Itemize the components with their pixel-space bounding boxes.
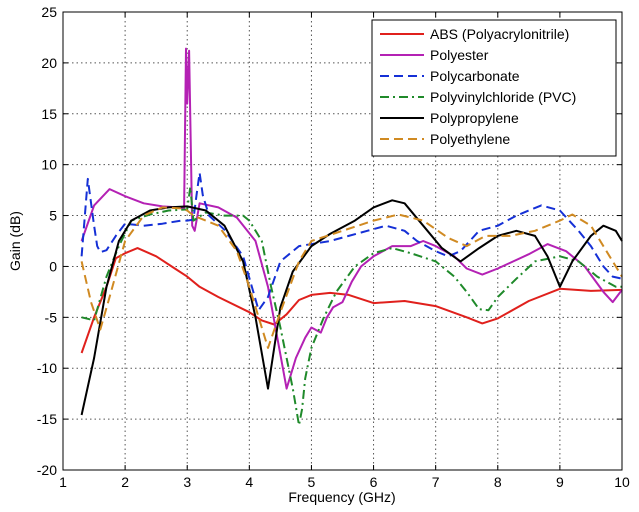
- y-tick-label: -20: [37, 462, 57, 478]
- grid: [63, 12, 622, 470]
- series-line-0: [80, 247, 623, 354]
- legend-label-5: Polyethylene: [430, 131, 510, 147]
- y-tick-label: 10: [41, 157, 57, 173]
- x-tick-label: 4: [245, 474, 253, 490]
- x-tick-label: 8: [494, 474, 502, 490]
- legend-label-3: Polyvinylchloride (PVC): [430, 89, 576, 105]
- ticks: 1 2 3 4 5 6 7 8 9 10 -20 -15 -10 -5 0 5 10 15 20 25: [37, 4, 630, 490]
- y-tick-label: -10: [37, 360, 57, 376]
- legend-box: [371, 19, 617, 157]
- series-layer: [80, 47, 623, 427]
- series-line-1: [80, 47, 623, 390]
- y-tick-label: 15: [41, 106, 57, 122]
- x-tick-label: 9: [556, 474, 564, 490]
- legend-label-0: ABS (Polyacrylonitrile): [430, 26, 569, 42]
- series-line-5: [80, 206, 623, 349]
- x-tick-label: 6: [370, 474, 378, 490]
- legend-label-4: Polypropylene: [430, 110, 519, 126]
- x-tick-label: 2: [121, 474, 129, 490]
- x-tick-label: 5: [308, 474, 316, 490]
- x-tick-label: 7: [432, 474, 440, 490]
- y-tick-label: 25: [41, 4, 57, 20]
- y-tick-label: 20: [41, 55, 57, 71]
- x-tick-label: 3: [183, 474, 191, 490]
- plot-frame: [62, 11, 623, 471]
- legend: ABS (Polyacrylonitrile) Polyester Polycarb…: [371, 19, 617, 157]
- y-tick-label: 5: [49, 208, 57, 224]
- x-axis-label: Frequency (GHz): [288, 489, 395, 505]
- y-tick-label: -5: [45, 309, 58, 325]
- legend-label-1: Polyester: [430, 47, 489, 63]
- x-tick-label: 10: [614, 474, 630, 490]
- y-tick-label: 0: [49, 258, 57, 274]
- y-tick-label: -15: [37, 411, 57, 427]
- series-line-3: [81, 186, 622, 427]
- y-axis-label: Gain (dB): [7, 211, 23, 271]
- legend-label-2: Polycarbonate: [430, 68, 520, 84]
- x-tick-label: 1: [59, 474, 67, 490]
